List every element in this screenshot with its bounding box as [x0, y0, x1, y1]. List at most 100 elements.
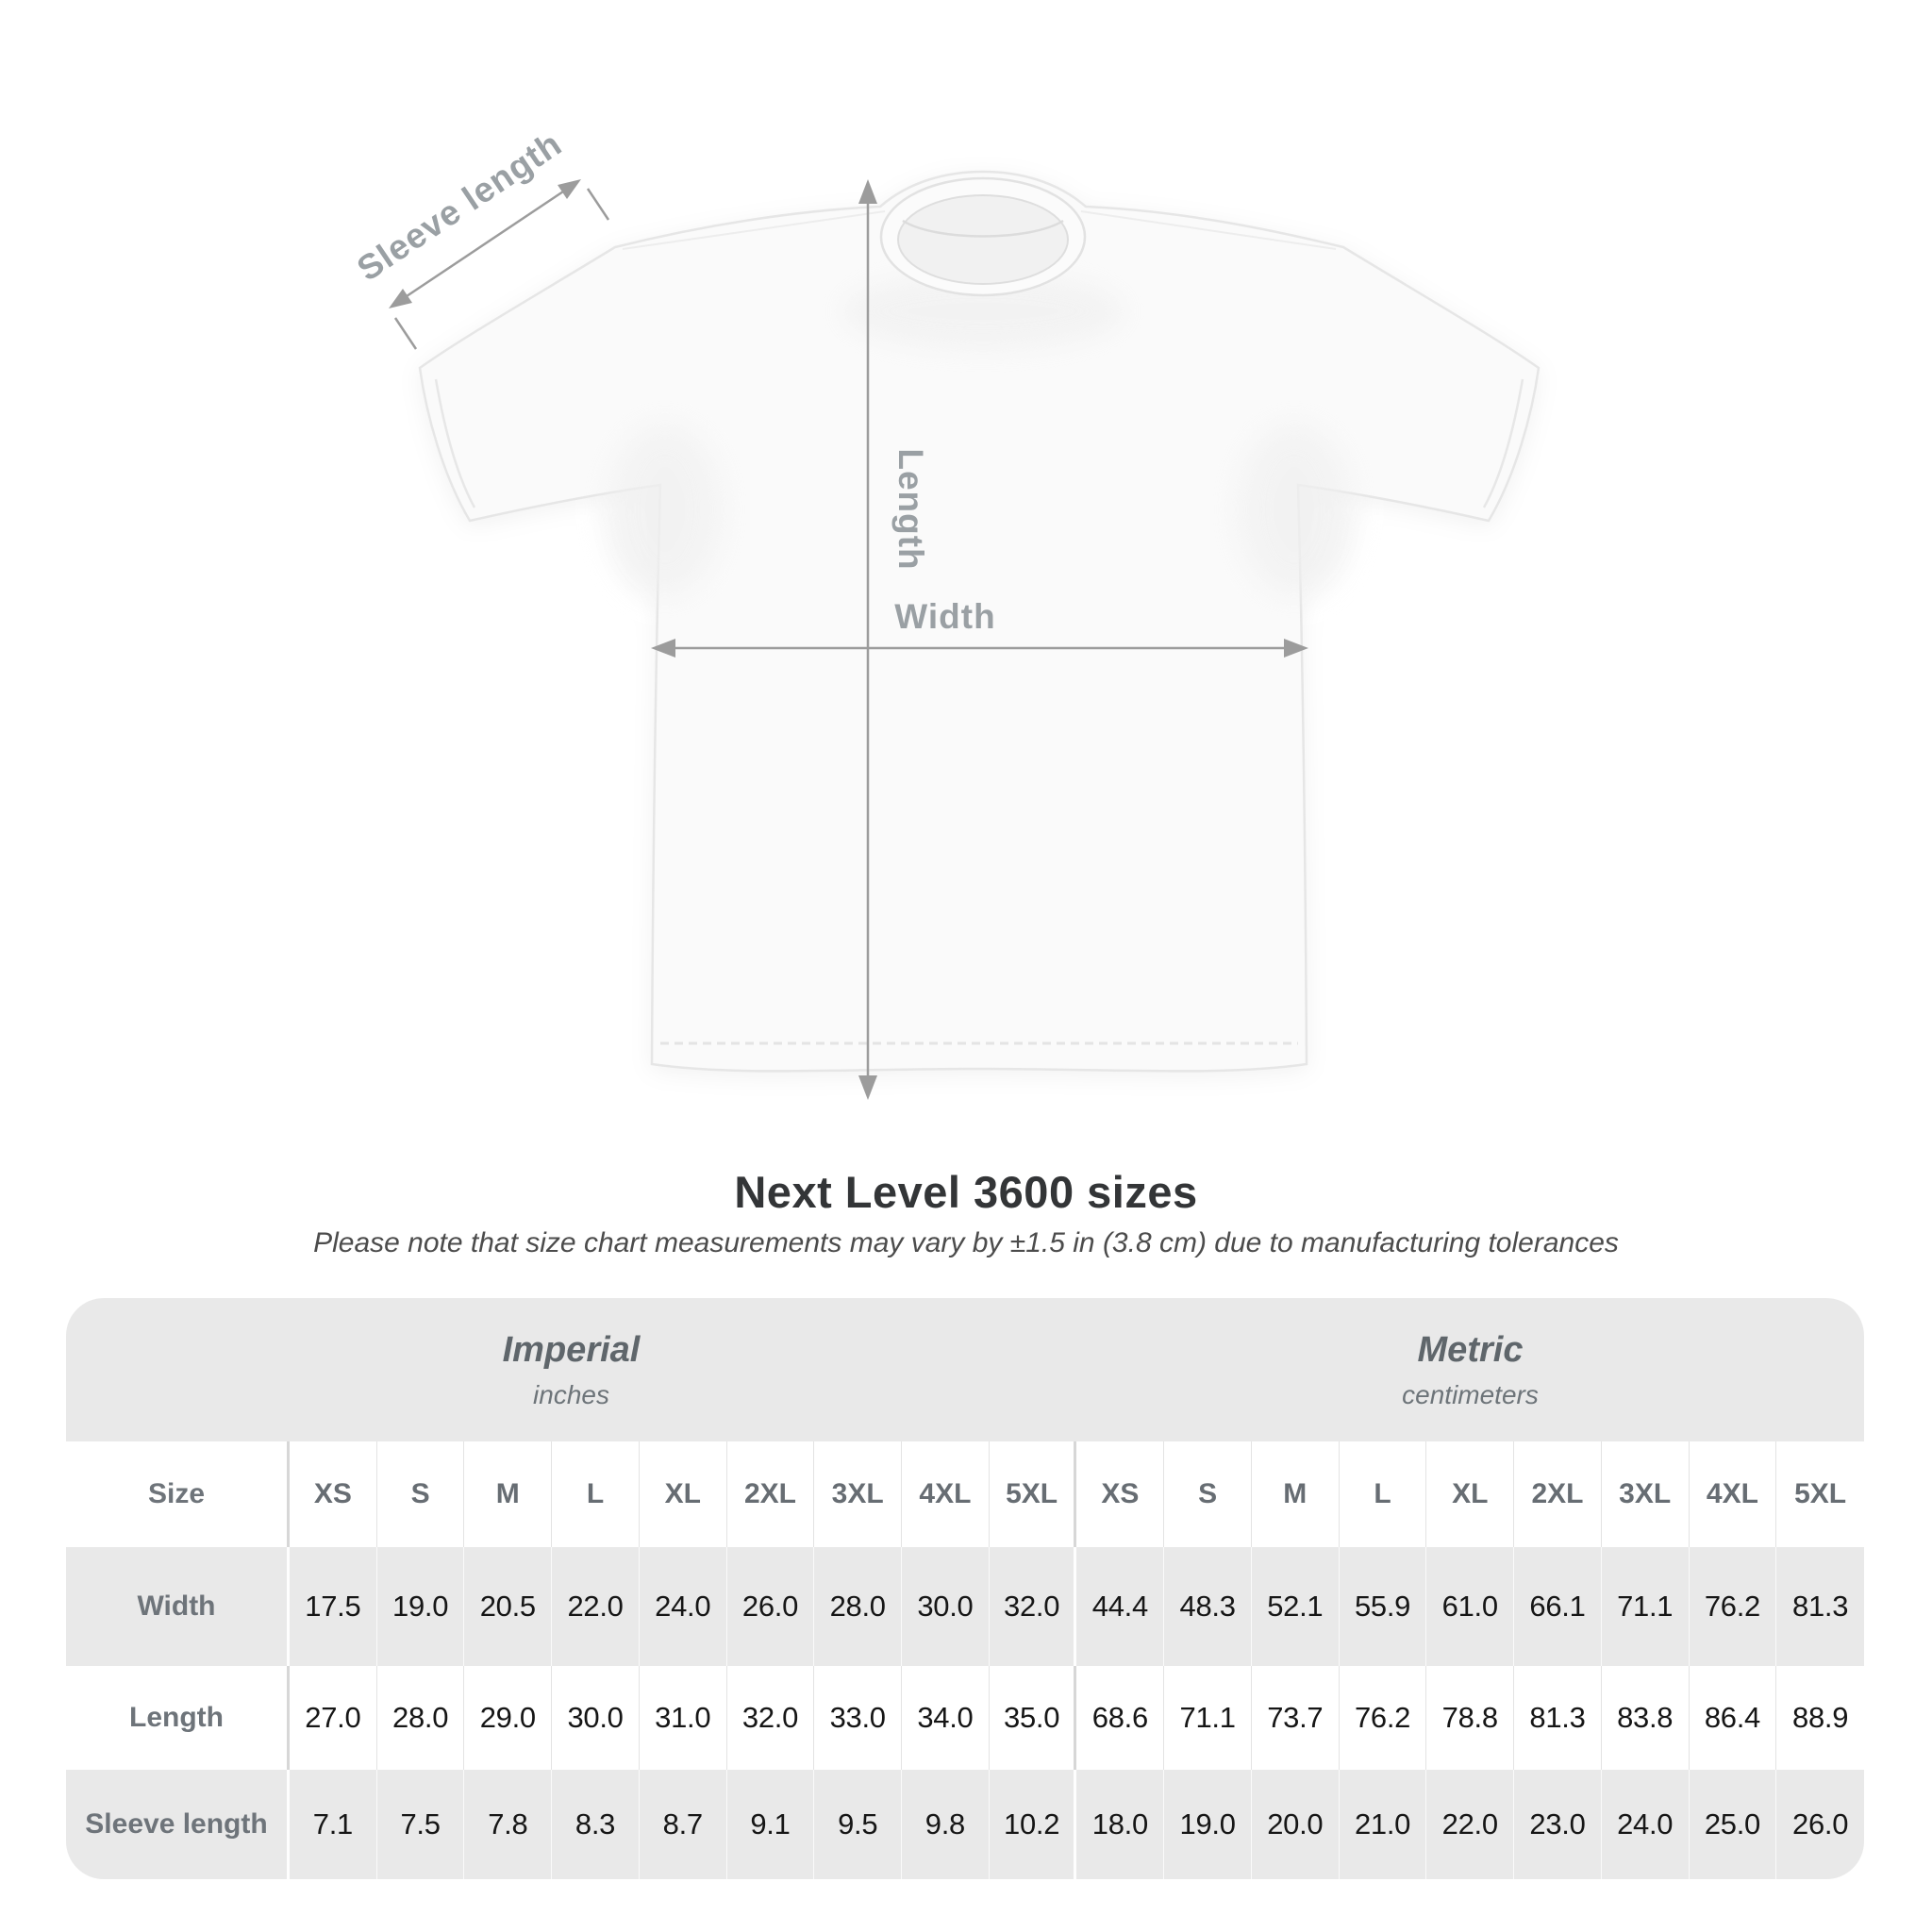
width-row: Width 17.5 19.0 20.5 22.0 24.0 26.0 28.0 30.0 32…	[66, 1547, 1864, 1666]
size-header-metric: 5XL	[1794, 1478, 1847, 1509]
value-cell-metric: 24.0	[1602, 1770, 1690, 1879]
size-header-metric: L	[1340, 1441, 1427, 1547]
unit-group-header: Imperial inches Metric centimeters	[66, 1298, 1864, 1441]
value-cell-imperial: 32.0	[727, 1666, 815, 1770]
left-sleeve-seam	[434, 378, 476, 508]
width-arrowhead-right	[1284, 639, 1308, 658]
metric-group-label: Metric	[1417, 1329, 1524, 1370]
value-cell-imperial: 19.0	[377, 1547, 465, 1666]
value-cell-imperial: 8.7	[640, 1770, 727, 1879]
tshirt-diagram-svg: Sleeve length Length Width	[350, 124, 1541, 1100]
right-shoulder-seam	[1080, 210, 1337, 250]
sleeve-length-row: Sleeve length 7.1 7.5 7.8 8.3 8.7 9.1 9.5 9.8 10…	[66, 1770, 1864, 1879]
value-cell-imperial: 32.0	[990, 1547, 1077, 1666]
size-header-imperial: XL	[640, 1441, 727, 1547]
size-header-metric: XS	[1076, 1441, 1165, 1547]
tshirt-body	[418, 170, 1541, 1073]
sleeve-length-label: Sleeve length	[350, 124, 569, 288]
value-cell-metric: 68.6	[1076, 1666, 1165, 1770]
width-row-label: Width	[66, 1547, 290, 1666]
collar-opening	[897, 194, 1069, 285]
value-cell-metric: 26.0	[1792, 1807, 1849, 1840]
size-header-metric: M	[1252, 1441, 1340, 1547]
value-cell-imperial: 28.0	[377, 1666, 465, 1770]
value-cell-imperial: 8.3	[552, 1770, 640, 1879]
value-cell-imperial: 30.0	[902, 1547, 990, 1666]
width-arrowhead-left	[651, 639, 675, 658]
tolerance-note: Please note that size chart measurements…	[313, 1227, 1619, 1258]
value-cell-imperial: 34.0	[902, 1666, 990, 1770]
sleeve-dimension	[389, 179, 610, 350]
size-header-imperial: M	[464, 1441, 553, 1547]
size-header-metric: XL	[1426, 1441, 1515, 1547]
sleeve-extension-upper	[586, 188, 610, 221]
sleeve-length-row-label: Sleeve length	[66, 1770, 290, 1879]
value-cell-metric: 21.0	[1340, 1770, 1427, 1879]
size-header-imperial: 5XL	[990, 1441, 1077, 1547]
value-cell-imperial: 26.0	[727, 1547, 815, 1666]
shading-right-armpit	[1238, 425, 1351, 594]
length-row: Length 27.0 28.0 29.0 30.0 31.0 32.0 33.0 34.0 3…	[66, 1666, 1864, 1770]
size-header-metric: 3XL	[1602, 1441, 1690, 1547]
size-header-imperial: L	[552, 1441, 640, 1547]
value-cell-metric: 83.8	[1602, 1666, 1690, 1770]
value-cell-metric: 88.9	[1792, 1701, 1849, 1734]
right-sleeve-seam	[1482, 378, 1524, 508]
value-cell-imperial: 31.0	[640, 1666, 727, 1770]
sleeve-arrowhead-upper	[558, 179, 581, 199]
length-arrowhead-top	[858, 179, 877, 204]
width-label: Width	[894, 597, 995, 636]
value-cell-imperial: 28.0	[814, 1547, 903, 1666]
value-cell-metric: 25.0	[1690, 1770, 1777, 1879]
size-header-metric: 2XL	[1514, 1441, 1602, 1547]
value-cell-metric: 18.0	[1076, 1770, 1165, 1879]
value-cell-metric: 23.0	[1514, 1770, 1602, 1879]
size-column-header: Size	[66, 1441, 290, 1547]
size-header-metric: S	[1164, 1441, 1252, 1547]
value-cell-metric: 81.3	[1514, 1666, 1602, 1770]
shading-under-collar	[841, 274, 1124, 349]
value-cell-imperial: 9.8	[902, 1770, 990, 1879]
value-cell-imperial: 10.2	[990, 1770, 1077, 1879]
value-cell-imperial: 35.0	[990, 1666, 1077, 1770]
value-cell-metric: 66.1	[1514, 1547, 1602, 1666]
value-cell-imperial: 22.0	[552, 1547, 640, 1666]
sleeve-extension-lower	[393, 317, 418, 350]
metric-group-header: Metric centimeters	[1076, 1298, 1864, 1441]
value-cell-metric: 52.1	[1252, 1547, 1340, 1666]
value-cell-metric: 22.0	[1426, 1770, 1515, 1879]
size-header-imperial: S	[377, 1441, 465, 1547]
value-cell-imperial: 29.0	[464, 1666, 553, 1770]
value-cell-imperial: 33.0	[814, 1666, 903, 1770]
value-cell-metric: 55.9	[1340, 1547, 1427, 1666]
size-header-imperial: 2XL	[727, 1441, 815, 1547]
value-cell-metric: 73.7	[1252, 1666, 1340, 1770]
size-header-imperial: 3XL	[814, 1441, 903, 1547]
value-cell-imperial: 24.0	[640, 1547, 727, 1666]
metric-group-unit: centimeters	[1402, 1379, 1539, 1409]
size-header-imperial: XS	[290, 1441, 377, 1547]
value-cell-imperial: 30.0	[552, 1666, 640, 1770]
width-dimension	[651, 639, 1308, 658]
length-label: Length	[891, 448, 930, 570]
value-cell-metric: 86.4	[1690, 1666, 1777, 1770]
tshirt-silhouette	[418, 170, 1541, 1073]
value-cell-imperial: 9.1	[727, 1770, 815, 1879]
value-cell-imperial: 20.5	[464, 1547, 553, 1666]
value-cell-metric: 19.0	[1164, 1770, 1252, 1879]
value-cell-imperial: 7.5	[377, 1770, 465, 1879]
page-title: Next Level 3600 sizes	[734, 1167, 1198, 1217]
value-cell-imperial: 7.8	[464, 1770, 553, 1879]
imperial-group-header: Imperial inches	[66, 1298, 1076, 1441]
value-cell-metric: 76.2	[1690, 1547, 1777, 1666]
sleeve-dimension-line	[403, 188, 567, 300]
length-row-label: Length	[66, 1666, 290, 1770]
left-shoulder-seam	[622, 210, 886, 250]
value-cell-imperial: 27.0	[290, 1666, 377, 1770]
value-cell-imperial: 7.1	[290, 1770, 377, 1879]
value-cell-metric: 78.8	[1426, 1666, 1515, 1770]
value-cell-metric: 81.3	[1792, 1590, 1849, 1623]
value-cell-metric: 76.2	[1340, 1666, 1427, 1770]
value-cell-metric: 48.3	[1164, 1547, 1252, 1666]
imperial-group-label: Imperial	[502, 1329, 641, 1370]
